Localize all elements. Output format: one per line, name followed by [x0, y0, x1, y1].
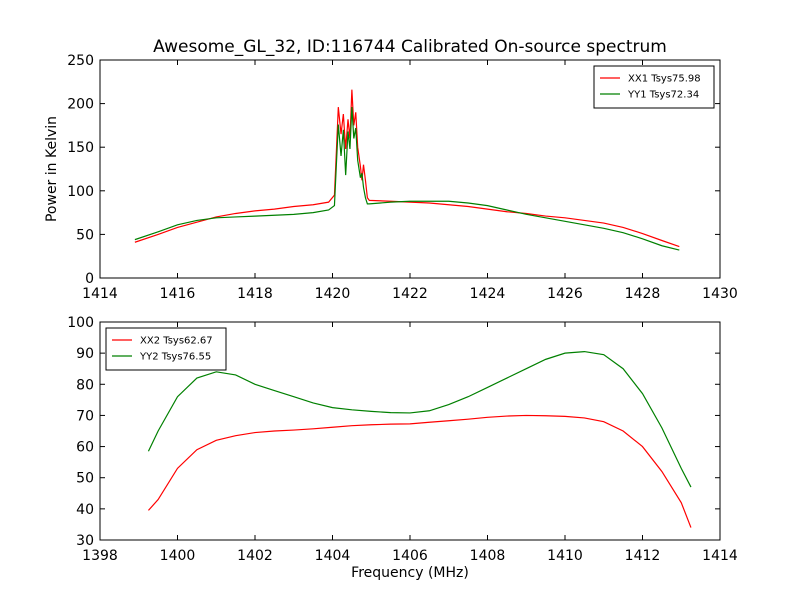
- y-tick-label: 50: [76, 471, 94, 487]
- chart-title: Awesome_GL_32, ID:116744 Calibrated On-s…: [153, 37, 667, 57]
- x-tick-label: 1414: [702, 548, 738, 564]
- legend-box: [593, 65, 715, 109]
- y-tick-label: 80: [76, 377, 94, 393]
- y-tick-label: 100: [67, 184, 94, 200]
- series-line-1: [134, 89, 680, 248]
- bottom-panel: 1398 1400 1402 1404 1406 1408 1410 1412 1414 30 40…: [67, 315, 738, 581]
- y-axis-label: Power in Kelvin: [44, 116, 60, 222]
- x-tick-label: 1426: [547, 286, 583, 302]
- top-panel: 1414 1416 1418 1420 1422 1424 1426 1428 1430 0 50 1…: [44, 37, 738, 302]
- x-tick-label: 1398: [82, 548, 118, 564]
- x-tick-label: 1412: [625, 548, 661, 564]
- legend-label: XX1 Tsys75.98: [628, 74, 701, 85]
- y-tick-label: 50: [76, 227, 94, 243]
- series-line-1: [147, 414, 692, 528]
- x-tick-label: 1430: [702, 286, 738, 302]
- legend-box: [105, 327, 227, 371]
- series-line-2: [147, 350, 692, 488]
- y-tick-label: 60: [76, 440, 94, 456]
- x-tick-label: 1424: [470, 286, 506, 302]
- x-tick-label: 1402: [237, 548, 273, 564]
- x-tick-label: 1408: [470, 548, 506, 564]
- y-tick-label: 30: [76, 533, 94, 549]
- x-tick-label: 1406: [392, 548, 428, 564]
- y-tick-label: 100: [67, 315, 94, 331]
- y-tick-label: 150: [67, 140, 94, 156]
- plot-area: [134, 89, 680, 251]
- x-tick-label: 1404: [315, 548, 351, 564]
- y-tick-label: 90: [76, 346, 94, 362]
- x-tick-label: 1420: [315, 286, 351, 302]
- y-tick-label: 40: [76, 502, 94, 518]
- legend-label: YY2 Tsys76.55: [139, 352, 211, 363]
- legend: XX2 Tsys62.67 YY2 Tsys76.55: [105, 327, 227, 371]
- x-tick-label: 1400: [160, 548, 196, 564]
- plot-area: [147, 350, 692, 528]
- x-tick-label: 1414: [82, 286, 118, 302]
- x-tick-label: 1422: [392, 286, 428, 302]
- y-tick-label: 200: [67, 97, 94, 113]
- y-tick-label: 0: [85, 271, 94, 287]
- x-tick-label: 1418: [237, 286, 273, 302]
- series-line-2: [134, 107, 680, 251]
- x-tick-label: 1416: [160, 286, 196, 302]
- legend-label: YY1 Tsys72.34: [627, 90, 699, 101]
- legend: XX1 Tsys75.98 YY1 Tsys72.34: [593, 65, 715, 109]
- x-tick-label: 1428: [625, 286, 661, 302]
- x-axis-label: Frequency (MHz): [351, 565, 469, 581]
- x-tick-label: 1410: [547, 548, 583, 564]
- legend-label: XX2 Tsys62.67: [140, 336, 213, 347]
- y-tick-label: 250: [67, 53, 94, 69]
- y-tick-label: 70: [76, 408, 94, 424]
